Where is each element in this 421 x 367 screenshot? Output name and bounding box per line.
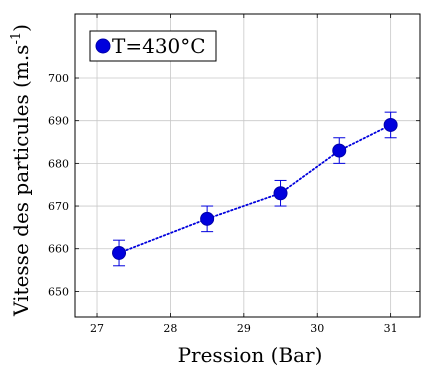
grid <box>75 14 420 317</box>
y-tick-label: 700 <box>48 72 69 85</box>
y-tick-label: 670 <box>48 200 69 213</box>
legend-marker <box>95 38 111 54</box>
y-axis-label-close: ) <box>9 24 33 32</box>
data-point <box>332 143 347 158</box>
data-point <box>112 245 127 260</box>
y-axis-label: Vitesse des particules (m.s-1) <box>9 24 33 317</box>
x-tick-label: 27 <box>90 322 104 335</box>
y-tick-label: 690 <box>48 115 69 128</box>
data-point <box>383 117 398 132</box>
legend-entry-label: T=430°C <box>112 34 206 58</box>
y-axis-label-main: Vitesse des particules (m.s <box>9 45 33 317</box>
legend-box <box>89 30 217 62</box>
legend: T=430°C <box>89 30 217 62</box>
y-tick-label: 650 <box>48 285 69 298</box>
data-point <box>273 186 288 201</box>
x-axis-label: Pression (Bar) <box>178 343 323 367</box>
data-point <box>200 211 215 226</box>
plot-frame <box>74 13 421 318</box>
x-tick-label: 29 <box>237 322 251 335</box>
series-layer <box>112 111 398 267</box>
y-axis-label-superscript: -1 <box>9 32 24 45</box>
x-tick-label: 31 <box>384 322 398 335</box>
y-tick-label: 680 <box>48 157 69 170</box>
x-tick-label: 30 <box>310 322 324 335</box>
y-tick-label: 660 <box>48 243 69 256</box>
ticks: 27 28 29 30 31 650 660 670 680 690 700 <box>48 14 420 335</box>
series-line <box>118 124 392 254</box>
x-tick-label: 28 <box>163 322 177 335</box>
